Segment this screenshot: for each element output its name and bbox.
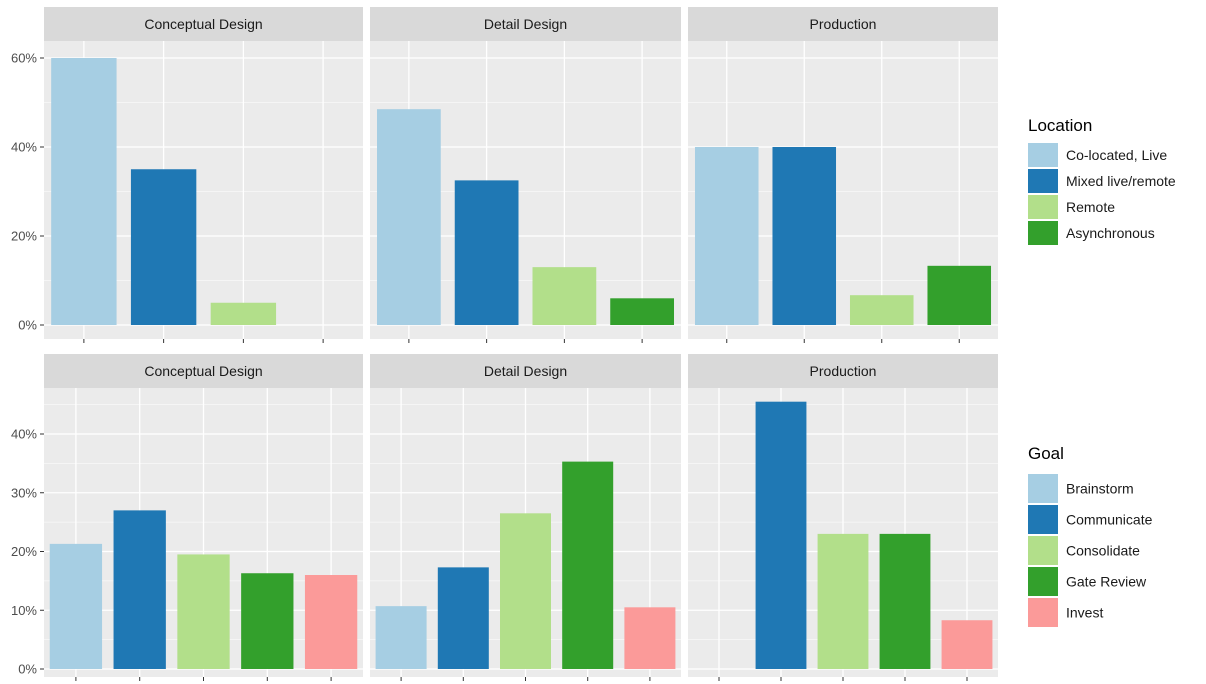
legend-label: Invest: [1066, 605, 1103, 621]
facet-panel-2: Detail Design: [370, 7, 681, 343]
legend-label: Brainstorm: [1066, 481, 1134, 497]
bar-gate-review: [562, 461, 614, 669]
legend-label: Mixed live/remote: [1066, 173, 1176, 189]
bar-brainstorm: [375, 606, 427, 669]
y-tick-label: 40%: [11, 427, 37, 442]
bar-communicate: [755, 401, 807, 669]
y-tick-label: 60%: [11, 51, 37, 66]
legend-swatch: [1028, 169, 1058, 193]
y-tick-label: 30%: [11, 485, 37, 500]
bar-asynchronous: [610, 298, 675, 325]
legend-title: Location: [1028, 116, 1092, 135]
bar-gate-review: [879, 533, 931, 669]
bar-remote: [849, 295, 914, 325]
legend-swatch: [1028, 474, 1058, 503]
legend-location: Location Co-located, Live Mixed live/remot…: [1028, 116, 1176, 245]
bar-mixed-live-remote: [130, 169, 197, 325]
bar-communicate: [113, 510, 166, 669]
bar-remote: [532, 267, 597, 325]
legend-swatch: [1028, 143, 1058, 167]
bar-invest: [941, 620, 993, 669]
facet-strip-label: Production: [810, 363, 877, 379]
y-tick-label: 0%: [18, 662, 37, 677]
facet-strip: [370, 354, 681, 388]
bar-brainstorm: [49, 543, 103, 669]
facet-panel-2: Detail Design: [370, 354, 681, 681]
legend-label: Asynchronous: [1066, 225, 1155, 241]
bar-consolidate: [177, 554, 230, 669]
bar-asynchronous: [927, 265, 992, 325]
facet-strip: [688, 354, 998, 388]
facet-strip: [370, 7, 681, 41]
bar-mixed-live-remote: [454, 180, 519, 325]
legend-goal: Goal Brainstorm Communicate Consolidate Gate…: [1028, 444, 1153, 627]
legend-title: Goal: [1028, 444, 1064, 463]
bar-co-located-live: [376, 109, 441, 325]
legend-swatch: [1028, 195, 1058, 219]
facet-strip: [44, 354, 363, 388]
y-tick-label: 20%: [11, 229, 37, 244]
chart-row-1: Conceptual Design 0% 20% 40% 60% Detail Desig…: [11, 7, 1176, 343]
facet-strip-label: Production: [810, 16, 877, 32]
bar-gate-review: [241, 573, 294, 669]
legend-label: Remote: [1066, 199, 1115, 215]
facet-panel-1: Conceptual Design 0% 10% 20% 30% 40%: [11, 354, 363, 681]
legend-swatch: [1028, 536, 1058, 565]
bar-mixed-live-remote: [772, 147, 837, 325]
bar-remote: [210, 302, 277, 325]
y-tick-label: 40%: [11, 140, 37, 155]
bar-invest: [304, 575, 358, 669]
facet-panel-3: Production: [688, 354, 998, 681]
facet-strip-label: Detail Design: [484, 16, 567, 32]
legend-label: Consolidate: [1066, 543, 1140, 559]
y-tick-label: 10%: [11, 603, 37, 618]
legend-swatch: [1028, 221, 1058, 245]
bar-co-located-live: [51, 58, 117, 325]
facet-panel-1: Conceptual Design 0% 20% 40% 60%: [11, 7, 363, 343]
facet-strip-label: Conceptual Design: [144, 16, 262, 32]
legend-label: Communicate: [1066, 512, 1153, 528]
bar-communicate: [437, 567, 489, 669]
legend-label: Co-located, Live: [1066, 147, 1167, 163]
y-tick-label: 0%: [18, 318, 37, 333]
legend-swatch: [1028, 598, 1058, 627]
facet-panel-3: Production: [688, 7, 998, 343]
facet-strip-label: Detail Design: [484, 363, 567, 379]
bar-co-located-live: [694, 147, 759, 325]
legend-label: Gate Review: [1066, 574, 1147, 590]
legend-swatch: [1028, 505, 1058, 534]
y-tick-label: 20%: [11, 544, 37, 559]
bar-consolidate: [817, 533, 869, 669]
chart-row-2: Conceptual Design 0% 10% 20% 30% 40% Detail De…: [11, 354, 1153, 681]
facet-strip-label: Conceptual Design: [144, 363, 262, 379]
facet-strip: [44, 7, 363, 41]
bar-invest: [624, 607, 676, 669]
facet-strip: [688, 7, 998, 41]
bar-consolidate: [499, 513, 552, 669]
legend-swatch: [1028, 567, 1058, 596]
